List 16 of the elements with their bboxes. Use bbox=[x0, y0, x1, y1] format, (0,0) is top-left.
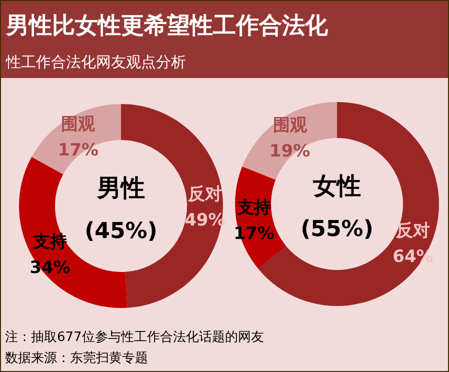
source-note: 数据来源：东莞扫黄专题 bbox=[5, 351, 148, 366]
chart-subtitle: 性工作合法化网友观点分析 bbox=[5, 53, 186, 71]
chart-title: 男性比女性更希望性工作合法化 bbox=[5, 13, 329, 39]
slice-label: 围观 bbox=[61, 114, 96, 135]
text: 女性 bbox=[312, 172, 361, 200]
text: 注：抽取677位参与性工作合法化话题的网友 bbox=[5, 330, 264, 345]
data-label: 19% bbox=[269, 142, 310, 162]
slice-label: 支持 bbox=[236, 198, 272, 218]
text: 男性 bbox=[96, 174, 145, 202]
slice-label: 围观 bbox=[272, 116, 308, 136]
slice-label: 反对 bbox=[395, 220, 430, 241]
slice-label: 支持 bbox=[32, 232, 68, 252]
slice-label: 反对 bbox=[186, 184, 222, 204]
text: (45%) bbox=[84, 219, 158, 244]
data-label: 17% bbox=[58, 140, 99, 161]
text: (55%) bbox=[300, 217, 374, 242]
